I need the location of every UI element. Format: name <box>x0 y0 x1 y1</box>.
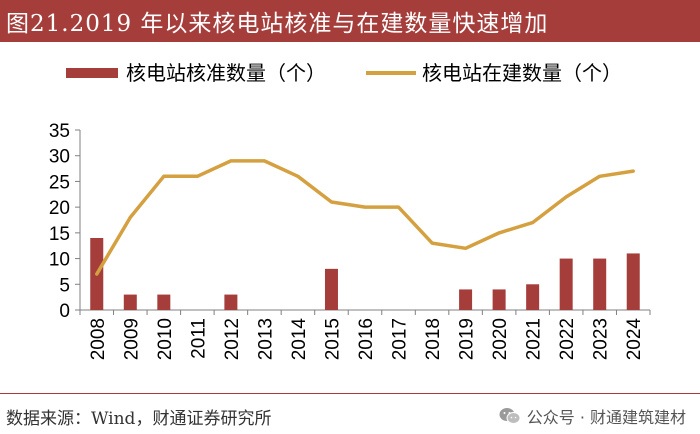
watermark: 公众号 · 财通建筑建材 <box>499 404 686 428</box>
x-tick-label: 2017 <box>390 318 411 360</box>
y-tick-label: 35 <box>49 121 70 142</box>
bar-2012 <box>224 294 238 310</box>
legend-label-bar: 核电站核准数量（个） <box>126 61 326 85</box>
x-tick-label: 2024 <box>624 318 645 361</box>
bar-2019 <box>459 289 473 310</box>
bar-2015 <box>324 268 338 310</box>
legend-swatch-bar <box>66 68 118 78</box>
y-tick-label: 0 <box>59 301 70 322</box>
x-tick-label: 2019 <box>457 318 478 360</box>
y-tick-label: 30 <box>49 147 70 168</box>
bar-2023 <box>593 258 607 310</box>
wechat-icon <box>499 408 521 424</box>
x-tick-label: 2012 <box>222 318 243 360</box>
y-tick-label: 20 <box>49 198 70 219</box>
source-text: 数据来源：Wind，财通证券研究所 <box>6 409 272 429</box>
x-tick-label: 2015 <box>322 318 343 360</box>
y-tick-label: 25 <box>49 172 70 193</box>
x-tick-label: 2014 <box>289 318 310 361</box>
x-tick-label: 2023 <box>591 318 612 360</box>
bar-2022 <box>559 258 573 310</box>
x-tick-label: 2009 <box>121 318 142 360</box>
bar-2009 <box>123 294 137 310</box>
bar-2021 <box>526 284 540 310</box>
x-tick-label: 2008 <box>88 318 109 360</box>
legend-label-line: 核电站在建数量（个） <box>422 61 622 85</box>
x-tick-label: 2011 <box>188 318 209 359</box>
bar-2024 <box>626 253 640 310</box>
watermark-text: 公众号 · 财通建筑建材 <box>526 408 686 427</box>
bar-2020 <box>492 289 506 310</box>
x-tick-label: 2021 <box>524 318 545 360</box>
bar-2010 <box>157 294 171 310</box>
series-line-under-construction <box>95 159 635 276</box>
x-tick-label: 2020 <box>490 318 511 360</box>
y-tick-label: 5 <box>59 275 70 296</box>
chart-title: 图21.2019 年以来核电站核准与在建数量快速增加 <box>0 0 700 42</box>
x-tick-label: 2018 <box>423 318 444 360</box>
chart-canvas: 核电站核准数量（个） 核电站在建数量（个） 0 5 10 15 20 25 30 35 2008 20… <box>49 61 651 361</box>
y-tick-label: 15 <box>49 224 70 245</box>
x-tick-label: 2022 <box>557 318 578 360</box>
x-tick-label: 2016 <box>356 318 377 360</box>
y-tick-label: 10 <box>49 250 70 271</box>
x-tick-label: 2010 <box>155 318 176 360</box>
footer: 数据来源：Wind，财通证券研究所 公众号 · 财通建筑建材 <box>0 393 700 434</box>
x-tick-label: 2013 <box>255 318 276 360</box>
